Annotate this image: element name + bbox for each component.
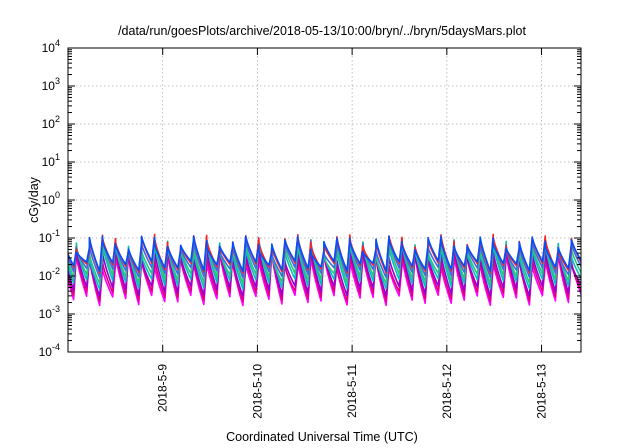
x-tick-label: 2018-5-12 bbox=[440, 364, 454, 419]
series-line-7 bbox=[68, 235, 581, 273]
grid bbox=[68, 48, 581, 352]
y-tick-label: 10-1 bbox=[39, 228, 60, 245]
y-tick-label: 102 bbox=[42, 114, 60, 131]
axis-ticks bbox=[68, 47, 581, 353]
x-tick-label: 2018-5-11 bbox=[345, 364, 359, 418]
y-tick-label: 101 bbox=[42, 152, 60, 169]
plot-area bbox=[68, 233, 581, 307]
series-line-5 bbox=[68, 236, 581, 279]
y-tick-label: 103 bbox=[42, 76, 60, 93]
y-tick-label: 104 bbox=[42, 38, 60, 55]
y-tick-labels: 10-4 10-3 10-2 10-1 100 101 102 103 104 bbox=[39, 38, 60, 359]
chart-title: /data/run/goesPlots/archive/2018-05-13/1… bbox=[118, 24, 526, 38]
x-tick-labels: 2018-5-9 2018-5-10 2018-5-11 2018-5-12 2018-… bbox=[156, 364, 549, 419]
y-tick-label: 10-3 bbox=[39, 304, 60, 321]
y-tick-label: 10-2 bbox=[39, 266, 60, 283]
y-tick-label: 10-4 bbox=[39, 342, 60, 359]
x-axis-label: Coordinated Universal Time (UTC) bbox=[226, 430, 418, 444]
y-axis-label: cGy/day bbox=[27, 176, 41, 223]
series-line-0 bbox=[68, 251, 581, 307]
x-tick-label: 2018-5-9 bbox=[156, 364, 170, 412]
x-tick-label: 2018-5-13 bbox=[535, 364, 549, 419]
y-tick-label: 100 bbox=[42, 190, 60, 207]
x-tick-label: 2018-5-10 bbox=[250, 364, 264, 419]
